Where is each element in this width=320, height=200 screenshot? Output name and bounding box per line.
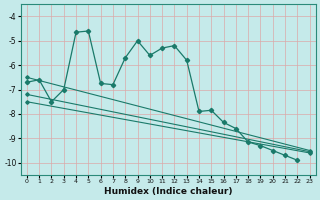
X-axis label: Humidex (Indice chaleur): Humidex (Indice chaleur)	[104, 187, 233, 196]
